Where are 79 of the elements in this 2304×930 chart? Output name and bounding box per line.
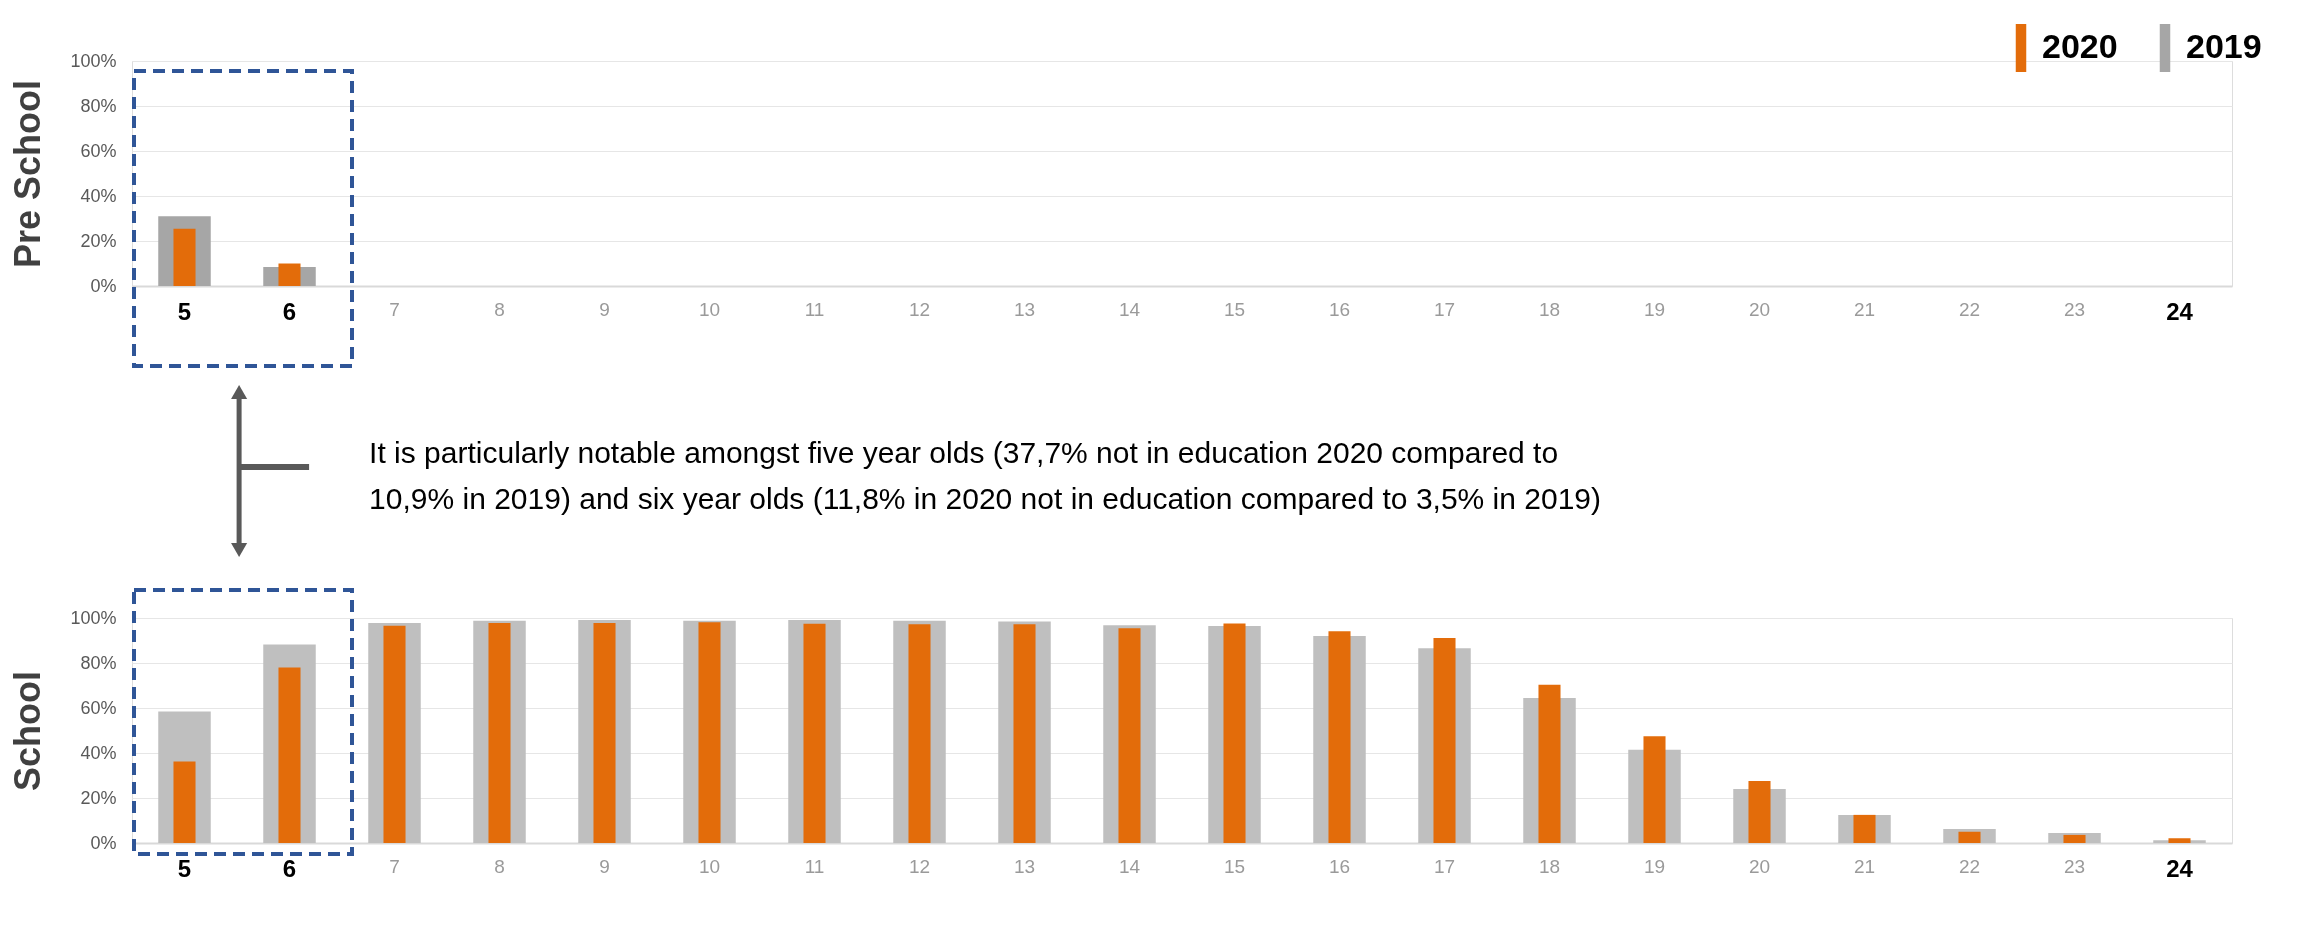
x-tick-label: 20 xyxy=(1748,298,1771,320)
bar xyxy=(278,667,301,843)
x-tick-label: 12 xyxy=(908,855,931,877)
y-tick-label: 0% xyxy=(90,275,117,296)
x-tick-label: 13 xyxy=(1013,298,1036,320)
x-tick-label: 19 xyxy=(1643,298,1666,320)
x-tick-label: 15 xyxy=(1223,298,1246,320)
x-tick-label: 21 xyxy=(1853,855,1876,877)
x-tick-label: 8 xyxy=(494,855,505,877)
x-tick-label: 22 xyxy=(1958,855,1981,877)
bar xyxy=(1223,623,1246,843)
y-tick-label: 40% xyxy=(80,185,117,206)
bar xyxy=(908,624,931,843)
bar xyxy=(1853,814,1876,843)
bar xyxy=(383,625,406,843)
x-tick-label: 9 xyxy=(599,298,610,320)
bar xyxy=(1433,638,1456,843)
bar xyxy=(173,761,196,843)
x-tick-label: 17 xyxy=(1433,298,1456,320)
y-axis-title: Pre School xyxy=(7,79,49,269)
x-tick-label: 19 xyxy=(1643,855,1666,877)
x-tick-label: 11 xyxy=(804,855,825,877)
text: It is particularly notable amongst five year olds (37,7% not in education 2020 compared to 10,9% in 2019) and six year olds (11,8% in 2020 not in education compared to 3,5% in 2019) xyxy=(369,436,1602,515)
x-tick-label: 16 xyxy=(1328,855,1351,877)
x-tick-label: 10 xyxy=(698,855,721,877)
x-tick-label: 24 xyxy=(2166,297,2194,325)
x-tick-label: 24 xyxy=(2166,854,2194,882)
y-tick-label: 0% xyxy=(90,832,117,853)
x-tick-label: 21 xyxy=(1853,298,1876,320)
x-tick-label: 18 xyxy=(1538,298,1561,320)
y-tick-label: 80% xyxy=(80,95,117,116)
bar xyxy=(1643,736,1666,843)
x-tick-label: 5 xyxy=(177,297,192,325)
x-tick-label: 20 xyxy=(1748,855,1771,877)
x-tick-label: 11 xyxy=(804,298,825,320)
bar xyxy=(1538,684,1561,843)
x-tick-label: 15 xyxy=(1223,855,1246,877)
x-tick-label: 7 xyxy=(389,298,400,320)
bar xyxy=(1118,628,1141,843)
x-tick-label: 5 xyxy=(177,854,192,882)
bar xyxy=(488,622,511,843)
x-tick-label: 23 xyxy=(2063,855,2086,877)
bar xyxy=(1013,624,1036,843)
x-tick-label: 14 xyxy=(1118,855,1141,877)
x-tick-label: 10 xyxy=(698,298,721,320)
bar xyxy=(1748,780,1771,843)
bar xyxy=(803,623,826,843)
bar xyxy=(593,622,616,843)
bar xyxy=(1958,831,1981,843)
x-tick-label: 6 xyxy=(282,297,297,325)
x-tick-label: 22 xyxy=(1958,298,1981,320)
bar xyxy=(2063,834,2086,843)
bar xyxy=(2168,838,2191,843)
y-tick-label: 100% xyxy=(70,607,117,628)
x-tick-label: 12 xyxy=(908,298,931,320)
legend-label: 2020 xyxy=(2042,27,2118,65)
y-axis-title: School xyxy=(7,670,49,792)
x-tick-label: 14 xyxy=(1118,298,1141,320)
x-tick-label: 9 xyxy=(599,855,610,877)
y-tick-label: 20% xyxy=(80,230,117,251)
y-tick-label: 100% xyxy=(70,50,117,71)
bar xyxy=(1328,631,1351,843)
x-tick-label: 16 xyxy=(1328,298,1351,320)
x-tick-label: 7 xyxy=(389,855,400,877)
x-tick-label: 18 xyxy=(1538,855,1561,877)
y-tick-label: 40% xyxy=(80,742,117,763)
y-tick-label: 60% xyxy=(80,697,117,718)
y-tick-label: 80% xyxy=(80,652,117,673)
legend-label: 2019 xyxy=(2186,27,2262,65)
y-tick-label: 60% xyxy=(80,140,117,161)
x-tick-label: 8 xyxy=(494,298,505,320)
x-tick-label: 23 xyxy=(2063,298,2086,320)
x-tick-label: 6 xyxy=(282,854,297,882)
bar xyxy=(173,228,196,286)
y-tick-label: 20% xyxy=(80,787,117,808)
bar xyxy=(278,263,301,286)
bar xyxy=(698,622,721,843)
x-tick-label: 13 xyxy=(1013,855,1036,877)
x-tick-label: 17 xyxy=(1433,855,1456,877)
